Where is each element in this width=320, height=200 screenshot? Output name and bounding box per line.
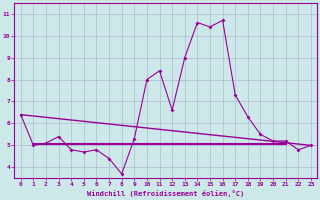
X-axis label: Windchill (Refroidissement éolien,°C): Windchill (Refroidissement éolien,°C) xyxy=(87,190,244,197)
